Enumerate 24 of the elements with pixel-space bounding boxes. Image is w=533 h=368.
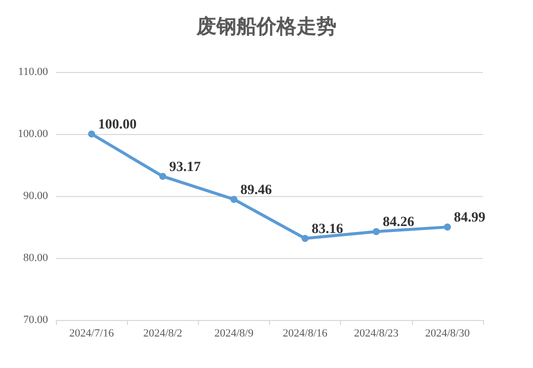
x-tick-label: 2024/8/9 [214, 328, 254, 340]
y-tick-label: 80.00 [23, 252, 48, 264]
point [372, 228, 380, 236]
point [159, 172, 166, 180]
point [444, 224, 451, 231]
data-label: 83.16 [312, 222, 344, 237]
data-label: 93.17 [169, 160, 201, 175]
x-tick-label: 2024/8/30 [425, 328, 470, 340]
y-tick-label: 90.00 [23, 190, 48, 202]
y-tick-label: 100.00 [18, 128, 48, 140]
point [230, 196, 238, 203]
x-tick-label: 2024/8/23 [354, 328, 400, 340]
point [88, 130, 96, 138]
data-label: 84.99 [454, 210, 486, 226]
y-tick-label: 70.00 [23, 314, 48, 326]
data-label: 89.46 [240, 182, 272, 198]
chart-title: 废钢船价格走势 [196, 15, 336, 38]
data-label: 84.26 [382, 215, 414, 230]
x-tick-label: 2024/7/16 [69, 328, 114, 340]
data-label: 100.00 [98, 118, 137, 132]
x-tick-label: 2024/8/2 [143, 328, 182, 340]
y-tick-label: 110.00 [18, 66, 48, 78]
x-tick-label: 2024/8/16 [282, 328, 328, 340]
point [302, 234, 309, 242]
